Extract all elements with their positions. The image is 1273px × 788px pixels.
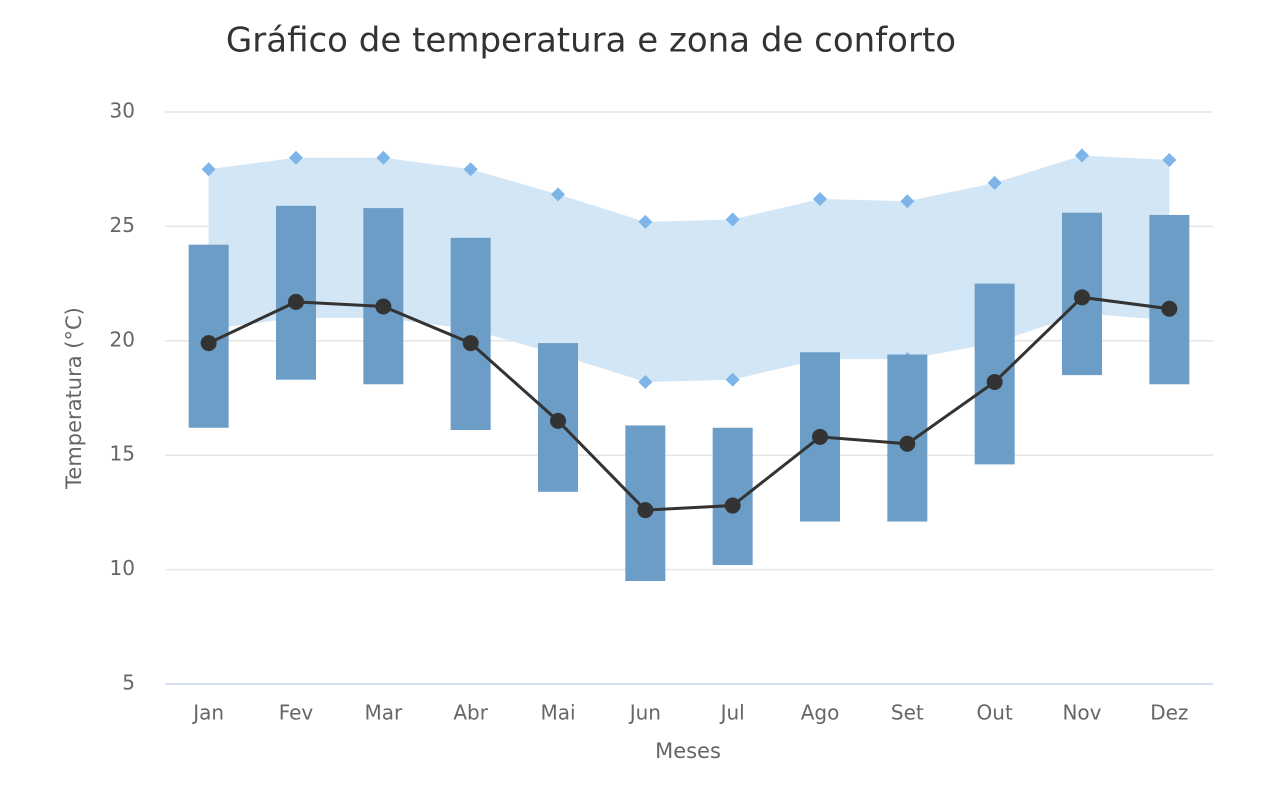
comfort-marker <box>638 374 653 389</box>
comfort-marker <box>638 214 653 229</box>
mean-point <box>637 502 654 519</box>
y-tick-label: 5 <box>122 671 135 695</box>
comfort-marker <box>987 175 1002 190</box>
mean-point <box>375 298 392 315</box>
comfort-marker <box>376 150 391 165</box>
mean-point <box>1161 300 1178 317</box>
mean-point <box>1074 289 1090 306</box>
mean-line <box>208 295 1170 512</box>
x-axis-title: Meses <box>655 739 721 763</box>
x-tick-label: Abr <box>453 701 488 725</box>
x-tick-label: Mar <box>364 701 403 725</box>
x-tick-label: Jan <box>191 701 224 725</box>
comfort-marker <box>813 191 827 206</box>
comfort-marker <box>463 162 478 177</box>
mean-point <box>200 335 217 352</box>
y-tick-label: 20 <box>110 327 135 351</box>
y-axis-title: Temperatura (°C) <box>62 307 86 490</box>
x-tick-label: Jun <box>628 701 661 725</box>
range-bar <box>363 208 404 385</box>
mean-point <box>288 293 304 310</box>
mean-point <box>899 435 916 452</box>
comfort-marker <box>900 194 915 209</box>
comfort-marker <box>725 212 740 227</box>
mean-point <box>550 412 566 429</box>
comfort-area <box>208 155 1170 382</box>
x-tick-label: Ago <box>801 701 840 725</box>
range-bar <box>450 237 491 431</box>
comfort-marker <box>289 150 303 165</box>
comfort-marker <box>725 372 740 387</box>
mean-point <box>812 428 828 445</box>
x-tick-label: Dez <box>1150 701 1188 725</box>
range-bar <box>1149 214 1190 385</box>
range-bar <box>276 205 316 380</box>
x-tick-label: Fev <box>279 701 314 725</box>
range-bar <box>974 283 1015 465</box>
x-tick-label: Nov <box>1062 701 1101 725</box>
y-tick-label: 15 <box>110 442 135 466</box>
x-tick-label: Mai <box>540 701 575 725</box>
comfort-marker <box>1075 148 1089 163</box>
comfort-marker <box>551 187 565 202</box>
y-tick-label: 25 <box>110 213 135 237</box>
y-tick-label: 10 <box>110 556 135 580</box>
mean-point <box>724 497 741 514</box>
x-tick-label: Out <box>977 701 1013 725</box>
mean-point <box>462 335 479 352</box>
x-tick-label: Jul <box>719 701 745 725</box>
chart-title: Gráfico de temperatura e zona de confort… <box>226 21 956 61</box>
y-tick-label: 30 <box>110 99 135 123</box>
x-tick-label: Set <box>891 701 924 725</box>
mean-point <box>986 373 1003 390</box>
comfort-marker <box>1162 153 1177 168</box>
comfort-marker <box>201 162 216 177</box>
